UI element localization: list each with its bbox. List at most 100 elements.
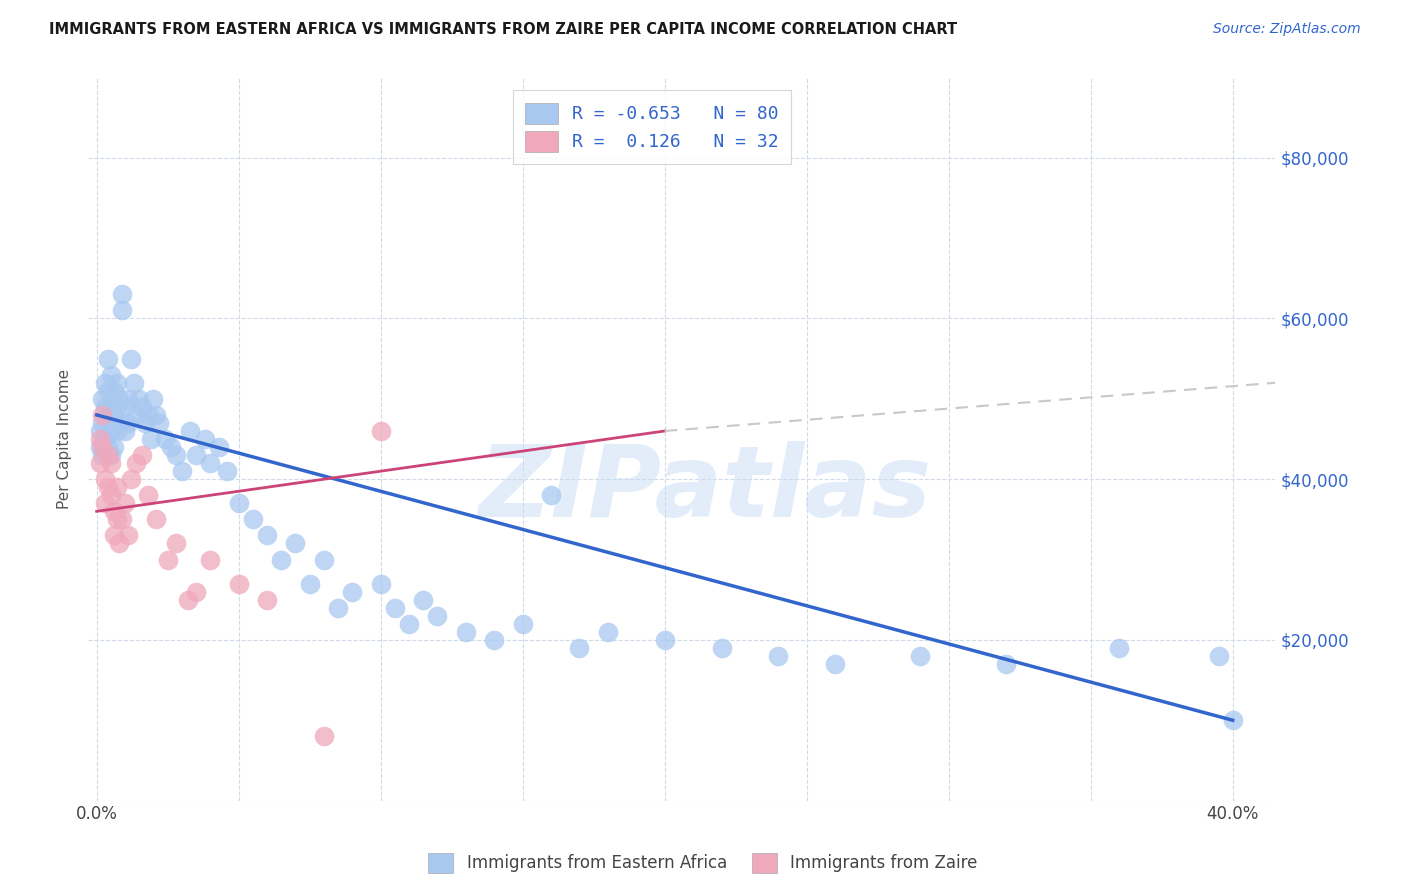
Point <box>103 384 125 398</box>
Point <box>284 536 307 550</box>
Point <box>184 584 207 599</box>
Point <box>165 536 187 550</box>
Point <box>91 408 114 422</box>
Y-axis label: Per Capita Income: Per Capita Income <box>58 369 72 509</box>
Point <box>426 608 449 623</box>
Point <box>654 632 676 647</box>
Text: Source: ZipAtlas.com: Source: ZipAtlas.com <box>1213 22 1361 37</box>
Point <box>117 392 139 406</box>
Point <box>270 552 292 566</box>
Point <box>139 432 162 446</box>
Point <box>122 376 145 390</box>
Point <box>114 424 136 438</box>
Point <box>142 392 165 406</box>
Point <box>412 592 434 607</box>
Point <box>370 424 392 438</box>
Point <box>145 512 167 526</box>
Point <box>184 448 207 462</box>
Point <box>100 424 122 438</box>
Text: IMMIGRANTS FROM EASTERN AFRICA VS IMMIGRANTS FROM ZAIRE PER CAPITA INCOME CORREL: IMMIGRANTS FROM EASTERN AFRICA VS IMMIGR… <box>49 22 957 37</box>
Point <box>398 616 420 631</box>
Point <box>768 648 790 663</box>
Point <box>97 408 120 422</box>
Point <box>100 488 122 502</box>
Point <box>170 464 193 478</box>
Point <box>1208 648 1230 663</box>
Point <box>159 440 181 454</box>
Point <box>111 303 134 318</box>
Point <box>94 432 117 446</box>
Point <box>108 536 131 550</box>
Point <box>228 576 250 591</box>
Point <box>91 440 114 454</box>
Point <box>145 408 167 422</box>
Point <box>97 351 120 366</box>
Point <box>208 440 231 454</box>
Point <box>105 480 128 494</box>
Point <box>89 424 111 438</box>
Point <box>512 616 534 631</box>
Point <box>97 440 120 454</box>
Point <box>176 592 198 607</box>
Point <box>136 408 159 422</box>
Point <box>540 488 562 502</box>
Point <box>710 640 733 655</box>
Point <box>97 448 120 462</box>
Point <box>100 456 122 470</box>
Point <box>994 657 1017 671</box>
Point <box>103 440 125 454</box>
Point <box>165 448 187 462</box>
Point <box>94 400 117 414</box>
Point <box>217 464 239 478</box>
Point <box>117 416 139 430</box>
Point <box>94 472 117 486</box>
Point <box>156 552 179 566</box>
Legend: R = -0.653   N = 80, R =  0.126   N = 32: R = -0.653 N = 80, R = 0.126 N = 32 <box>513 90 792 164</box>
Point <box>131 400 153 414</box>
Point <box>242 512 264 526</box>
Point <box>179 424 201 438</box>
Point <box>200 552 222 566</box>
Point <box>103 408 125 422</box>
Point <box>91 416 114 430</box>
Point <box>94 376 117 390</box>
Point <box>120 472 142 486</box>
Point <box>910 648 932 663</box>
Point <box>484 632 506 647</box>
Point <box>312 552 335 566</box>
Point <box>100 368 122 382</box>
Point <box>91 392 114 406</box>
Point <box>256 528 278 542</box>
Point <box>114 496 136 510</box>
Point <box>105 424 128 438</box>
Point <box>370 576 392 591</box>
Point <box>125 456 148 470</box>
Point <box>454 624 477 639</box>
Point <box>228 496 250 510</box>
Legend: Immigrants from Eastern Africa, Immigrants from Zaire: Immigrants from Eastern Africa, Immigran… <box>422 847 984 880</box>
Point <box>134 416 156 430</box>
Point <box>1222 713 1244 727</box>
Point <box>103 504 125 518</box>
Point <box>89 432 111 446</box>
Point <box>312 729 335 743</box>
Point <box>128 392 150 406</box>
Point <box>91 448 114 462</box>
Point <box>108 416 131 430</box>
Point <box>103 528 125 542</box>
Point <box>824 657 846 671</box>
Point <box>1108 640 1130 655</box>
Point <box>89 456 111 470</box>
Point <box>111 287 134 301</box>
Point <box>105 376 128 390</box>
Text: ZIPatlas: ZIPatlas <box>479 442 932 538</box>
Point <box>384 600 406 615</box>
Point <box>117 528 139 542</box>
Point <box>97 480 120 494</box>
Point <box>114 400 136 414</box>
Point <box>596 624 619 639</box>
Point <box>131 448 153 462</box>
Point <box>100 400 122 414</box>
Point <box>342 584 364 599</box>
Point <box>256 592 278 607</box>
